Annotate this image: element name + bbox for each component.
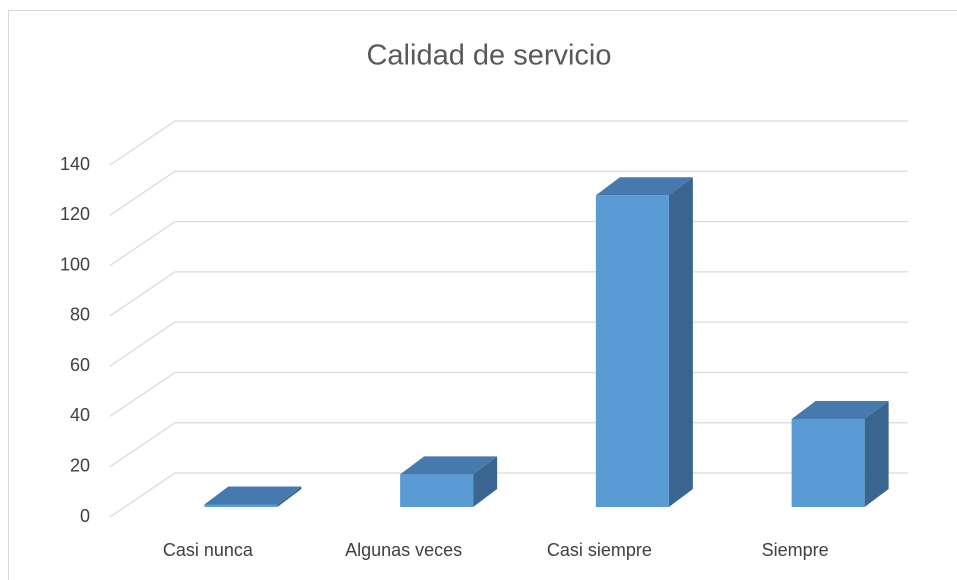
y-tick-label: 60	[70, 355, 90, 375]
grid-line	[109, 170, 908, 216]
bar-top	[400, 456, 498, 475]
y-tick-label: 40	[70, 405, 90, 425]
bar-top	[595, 177, 693, 196]
bar-side	[864, 401, 889, 507]
grid-line	[109, 120, 908, 166]
y-tick-label: 100	[60, 254, 90, 274]
y-tick-label: 20	[70, 455, 90, 475]
bar-side	[277, 486, 302, 507]
bar	[400, 474, 474, 507]
y-tick-label: 80	[70, 305, 90, 325]
chart-title: Calidad de servicio	[366, 40, 611, 72]
bar-top	[791, 401, 889, 419]
y-tick-label: 0	[80, 506, 90, 526]
x-tick-label: Algunas veces	[345, 540, 462, 560]
bar	[204, 504, 278, 507]
bar	[791, 419, 865, 507]
x-tick-label: Casi nunca	[163, 540, 254, 560]
y-tick-label: 120	[60, 204, 90, 224]
bar-top	[204, 486, 302, 505]
x-tick-label: Casi siempre	[547, 540, 652, 560]
bar	[595, 195, 669, 507]
bar-side	[668, 177, 693, 507]
x-tick-label: Siempre	[762, 540, 829, 560]
y-tick-label: 140	[60, 154, 90, 174]
bar-side	[473, 456, 498, 507]
